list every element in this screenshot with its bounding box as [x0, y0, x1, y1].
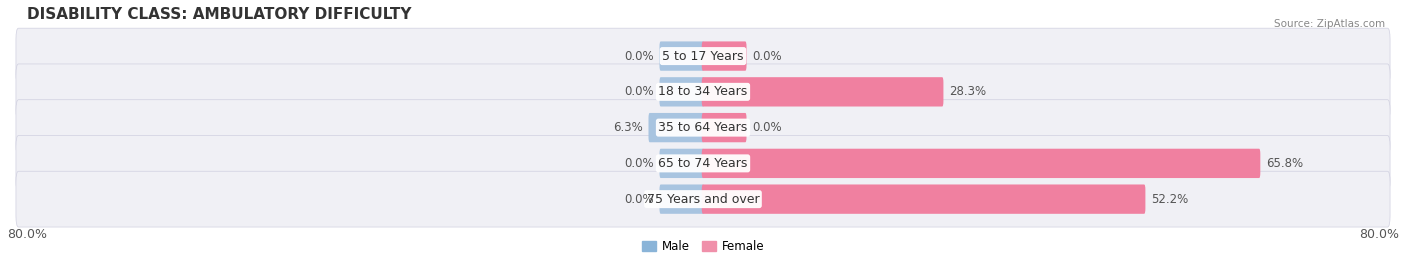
Text: 52.2%: 52.2%: [1152, 193, 1188, 206]
Text: 0.0%: 0.0%: [752, 49, 782, 63]
FancyBboxPatch shape: [15, 136, 1391, 191]
FancyBboxPatch shape: [15, 64, 1391, 120]
Text: 0.0%: 0.0%: [624, 49, 654, 63]
Text: 18 to 34 Years: 18 to 34 Years: [658, 85, 748, 98]
Text: 0.0%: 0.0%: [624, 85, 654, 98]
FancyBboxPatch shape: [15, 171, 1391, 227]
FancyBboxPatch shape: [15, 100, 1391, 155]
FancyBboxPatch shape: [702, 185, 1146, 214]
FancyBboxPatch shape: [648, 113, 704, 142]
FancyBboxPatch shape: [702, 113, 747, 142]
FancyBboxPatch shape: [659, 41, 704, 71]
FancyBboxPatch shape: [659, 149, 704, 178]
Legend: Male, Female: Male, Female: [637, 236, 769, 258]
Text: Source: ZipAtlas.com: Source: ZipAtlas.com: [1274, 19, 1385, 29]
Text: 0.0%: 0.0%: [624, 157, 654, 170]
Text: 0.0%: 0.0%: [752, 121, 782, 134]
Text: 6.3%: 6.3%: [613, 121, 643, 134]
FancyBboxPatch shape: [659, 185, 704, 214]
Text: 5 to 17 Years: 5 to 17 Years: [662, 49, 744, 63]
Text: DISABILITY CLASS: AMBULATORY DIFFICULTY: DISABILITY CLASS: AMBULATORY DIFFICULTY: [27, 7, 412, 22]
FancyBboxPatch shape: [659, 77, 704, 107]
Text: 65.8%: 65.8%: [1265, 157, 1303, 170]
Text: 65 to 74 Years: 65 to 74 Years: [658, 157, 748, 170]
Text: 75 Years and over: 75 Years and over: [647, 193, 759, 206]
FancyBboxPatch shape: [702, 77, 943, 107]
FancyBboxPatch shape: [15, 28, 1391, 84]
Text: 0.0%: 0.0%: [624, 193, 654, 206]
Text: 28.3%: 28.3%: [949, 85, 986, 98]
FancyBboxPatch shape: [702, 41, 747, 71]
Text: 35 to 64 Years: 35 to 64 Years: [658, 121, 748, 134]
FancyBboxPatch shape: [702, 149, 1260, 178]
